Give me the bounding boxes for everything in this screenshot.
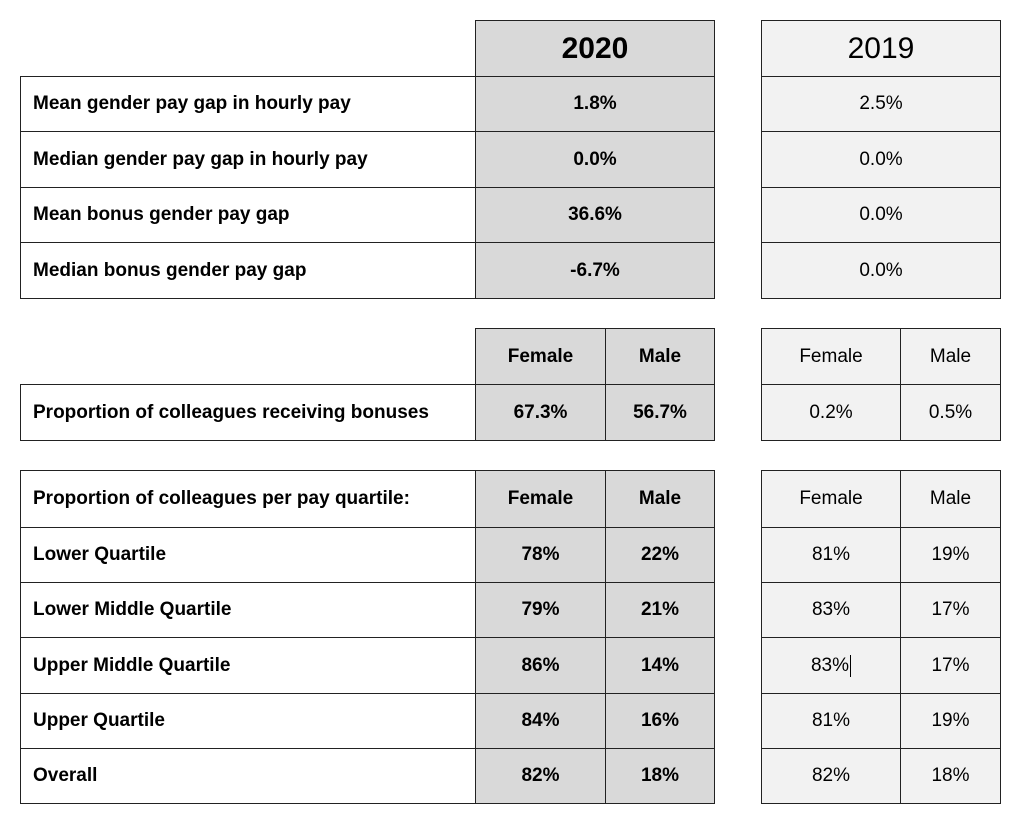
quartile-male-2019: 17%: [900, 637, 1001, 694]
quartile-male-2020: 21%: [605, 582, 715, 638]
bonus-female-header-2019: Female: [761, 328, 901, 385]
quartile-male-header-2020: Male: [605, 470, 715, 528]
gap-row-label: Median bonus gender pay gap: [20, 242, 476, 299]
gap-row-label: Mean bonus gender pay gap: [20, 187, 476, 243]
quartile-male-2019: 19%: [900, 693, 1001, 749]
quartile-row-label: Upper Middle Quartile: [20, 637, 476, 694]
quartile-female-2020: 78%: [475, 527, 606, 583]
quartile-female-header-2019: Female: [761, 470, 901, 528]
bonus-row-label: Proportion of colleagues receiving bonus…: [20, 384, 476, 441]
quartile-male-header-2019: Male: [900, 470, 1001, 528]
quartile-male-2019: 19%: [900, 527, 1001, 583]
quartile-female-2019: 82%: [761, 748, 901, 804]
quartile-male-2019: 17%: [900, 582, 1001, 638]
header-2020: 2020: [475, 20, 715, 77]
bonus-male-header-2020: Male: [605, 328, 715, 385]
gap-row-2019: 0.0%: [761, 242, 1001, 299]
quartile-female-2019: 81%: [761, 527, 901, 583]
gap-row-2019: 0.0%: [761, 131, 1001, 188]
gap-row-label: Mean gender pay gap in hourly pay: [20, 76, 476, 132]
quartile-row-label: Lower Quartile: [20, 527, 476, 583]
quartile-female-2019: 83%: [761, 582, 901, 638]
gap-row-2019: 0.0%: [761, 187, 1001, 243]
bonus-male-2020: 56.7%: [605, 384, 715, 441]
quartile-male-2020: 22%: [605, 527, 715, 583]
quartile-male-2020: 16%: [605, 693, 715, 749]
quartile-female-2020: 82%: [475, 748, 606, 804]
quartile-male-2020: 14%: [605, 637, 715, 694]
gap-row-2020: 0.0%: [475, 131, 715, 188]
quartile-female-2019: 81%: [761, 693, 901, 749]
quartile-male-2020: 18%: [605, 748, 715, 804]
quartile-female-2020: 79%: [475, 582, 606, 638]
bonus-female-2019: 0.2%: [761, 384, 901, 441]
gap-row-label: Median gender pay gap in hourly pay: [20, 131, 476, 188]
quartile-row-label: Overall: [20, 748, 476, 804]
quartile-female-2020: 86%: [475, 637, 606, 694]
gap-row-2019: 2.5%: [761, 76, 1001, 132]
quartile-female-header-2020: Female: [475, 470, 606, 528]
gap-row-2020: 36.6%: [475, 187, 715, 243]
header-2019: 2019: [761, 20, 1001, 77]
quartile-row-label: Lower Middle Quartile: [20, 582, 476, 638]
quartile-row-label: Upper Quartile: [20, 693, 476, 749]
gap-row-2020: -6.7%: [475, 242, 715, 299]
quartile-female-2020: 84%: [475, 693, 606, 749]
bonus-male-2019: 0.5%: [900, 384, 1001, 441]
gap-row-2020: 1.8%: [475, 76, 715, 132]
quartile-female-2019-editing[interactable]: 83%: [761, 637, 901, 694]
bonus-female-2020: 67.3%: [475, 384, 606, 441]
quartile-male-2019: 18%: [900, 748, 1001, 804]
bonus-female-header-2020: Female: [475, 328, 606, 385]
quartile-table-title: Proportion of colleagues per pay quartil…: [20, 470, 476, 528]
bonus-male-header-2019: Male: [900, 328, 1001, 385]
text-cursor: [850, 654, 852, 677]
quartile-female-2019: 83%: [810, 654, 850, 676]
